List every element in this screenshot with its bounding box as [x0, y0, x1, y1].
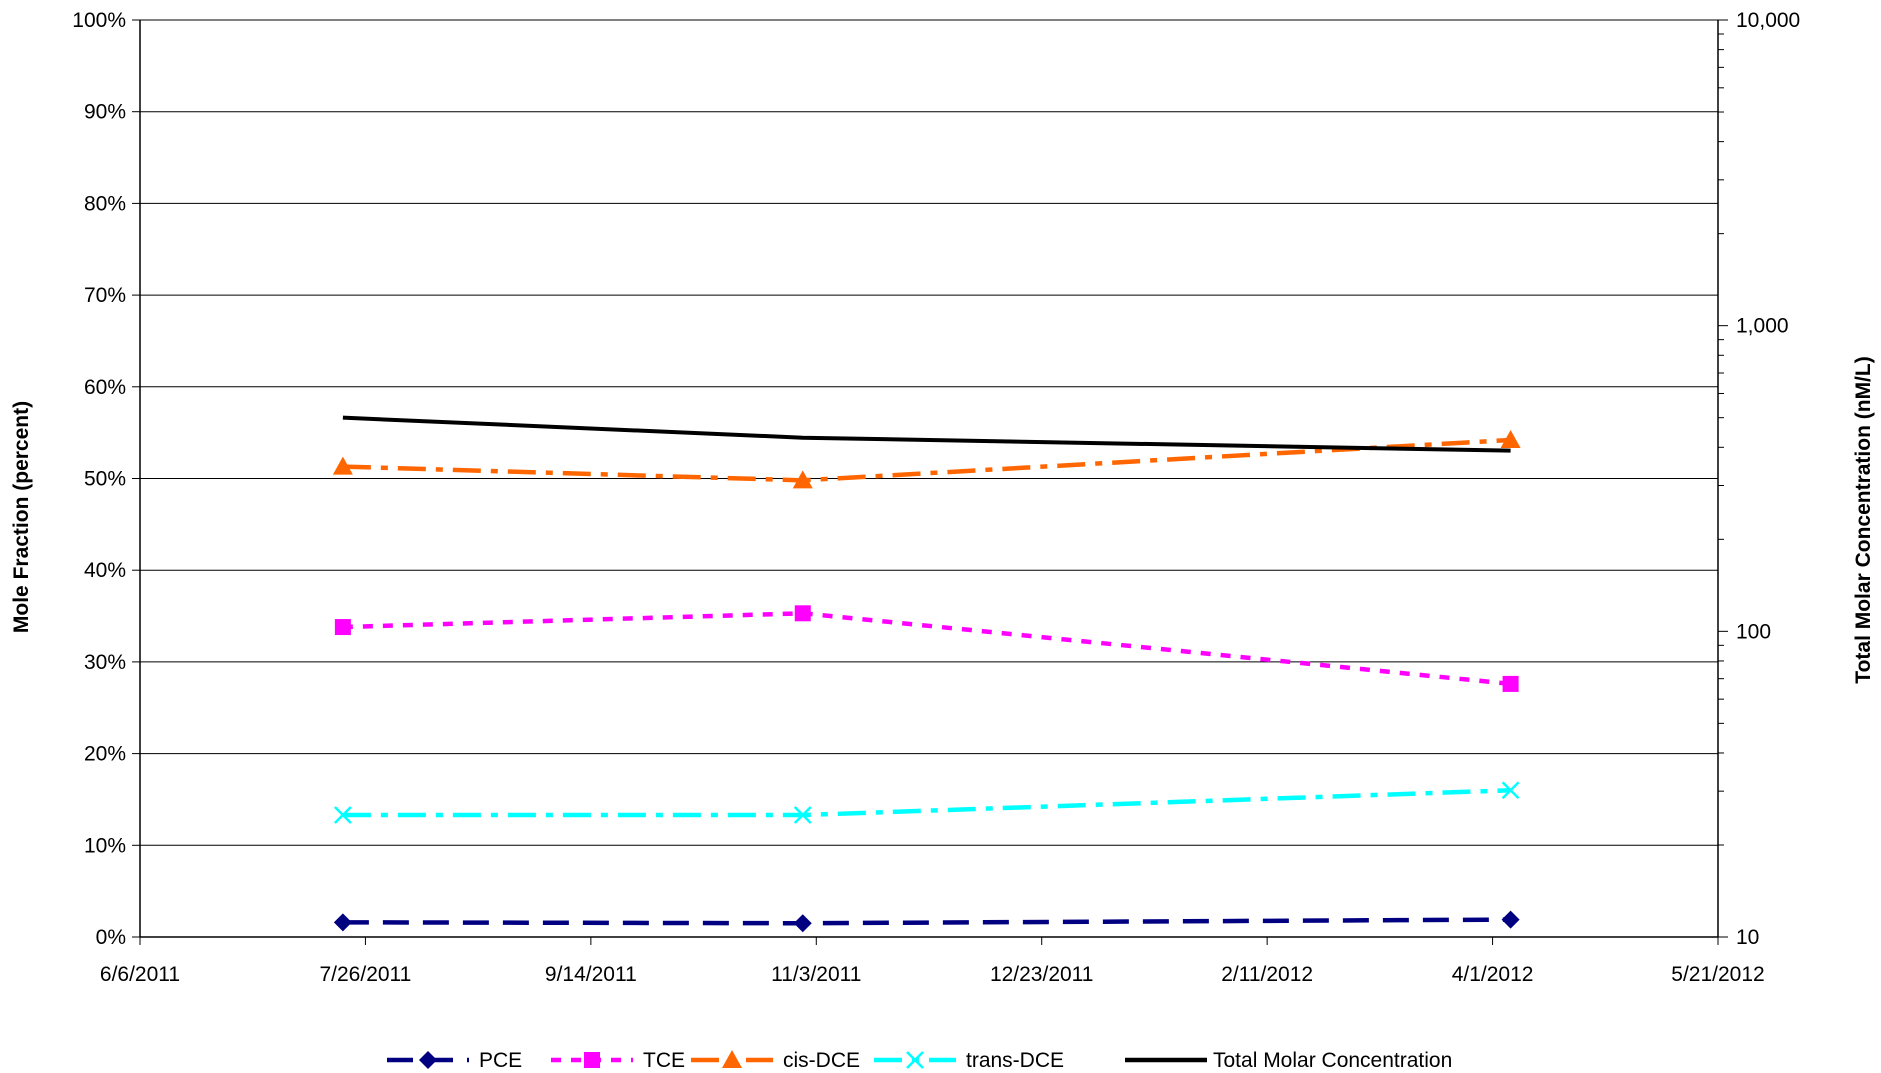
data-point — [792, 470, 813, 489]
x-tick-label: 9/14/2011 — [545, 963, 637, 986]
legend-marker — [584, 1052, 600, 1068]
data-point — [1501, 781, 1520, 800]
y-tick-label: 60% — [84, 376, 126, 399]
data-point — [793, 914, 812, 933]
y-tick-label: 70% — [84, 284, 126, 307]
legend-item-trans-dce: trans-DCE — [874, 1049, 1064, 1072]
y2-axis-title: Total Molar Concentration (nM/L) — [1852, 356, 1875, 683]
x-tick-label: 6/6/2011 — [100, 963, 180, 986]
legend: PCE TCE cis-DCE trans-DCE Total Molar Concen… — [387, 1049, 1452, 1072]
legend-item-pce: PCE — [387, 1049, 522, 1072]
legend-label: Total Molar Concentration — [1213, 1049, 1452, 1072]
y2-tick-label: 100 — [1736, 620, 1771, 643]
data-point — [1500, 429, 1521, 448]
y2-tick-label: 1,000 — [1736, 315, 1789, 338]
legend-item-tce: TCE — [551, 1049, 685, 1072]
series-layer — [332, 415, 1521, 933]
gridlines — [140, 19, 1718, 846]
legend-marker — [419, 1051, 437, 1069]
y-tick-label: 100% — [72, 9, 126, 32]
series-pce — [333, 910, 1520, 933]
legend-item-total-molar-concentration: Total Molar Concentration — [1125, 1049, 1452, 1072]
y-tick-label: 10% — [84, 834, 126, 857]
series-tce — [334, 605, 1519, 692]
legend-marker — [722, 1050, 742, 1068]
y-tick-label: 90% — [84, 101, 126, 124]
y-tick-label: 30% — [84, 651, 126, 674]
y2-tick-label: 10,000 — [1736, 9, 1800, 32]
y-tick-label: 50% — [84, 468, 126, 491]
y-tick-label: 40% — [84, 559, 126, 582]
legend-label: TCE — [643, 1049, 685, 1072]
x-tick-label: 11/3/2011 — [771, 963, 861, 986]
y-tick-label: 80% — [84, 192, 126, 215]
data-point — [794, 605, 811, 622]
x-tick-label: 2/11/2012 — [1221, 963, 1313, 986]
data-point — [334, 619, 351, 636]
legend-label: trans-DCE — [966, 1049, 1064, 1072]
y2-tick-label: 10 — [1736, 926, 1759, 949]
x-tick-label: 5/21/2012 — [1671, 963, 1764, 986]
series-cis-dce — [332, 429, 1521, 489]
y2-axis-ticks: 10 100 1,000 10,000 — [1718, 9, 1800, 949]
series-line-total-molar-concentration — [342, 415, 1511, 453]
legend-label: PCE — [479, 1049, 522, 1072]
legend-label: cis-DCE — [783, 1049, 860, 1072]
data-point — [333, 913, 352, 932]
y-axis-title: Mole Fraction (percent) — [10, 401, 33, 633]
legend-marker — [906, 1051, 924, 1069]
series-trans-dce — [334, 781, 1520, 824]
y-tick-label: 0% — [96, 926, 126, 949]
x-tick-label: 4/1/2012 — [1452, 963, 1534, 986]
data-point — [1502, 675, 1519, 692]
data-point — [793, 806, 812, 824]
x-tick-label: 7/26/2011 — [319, 963, 411, 986]
x-axis-ticks: 6/6/2011 7/26/2011 9/14/2011 11/3/2011 12/23… — [100, 937, 1765, 986]
x-tick-label: 12/23/2011 — [990, 963, 1094, 986]
series-total-molar-concentration — [342, 415, 1511, 453]
legend-item-cis-dce: cis-DCE — [691, 1049, 860, 1072]
y-axis-ticks: 0% 10% 20% 30% 40% 50% 60% 70% 80% 90% 100% — [72, 9, 140, 949]
data-point — [332, 456, 353, 475]
data-point — [1501, 910, 1520, 929]
data-point — [334, 806, 352, 824]
y-tick-label: 20% — [84, 743, 126, 766]
